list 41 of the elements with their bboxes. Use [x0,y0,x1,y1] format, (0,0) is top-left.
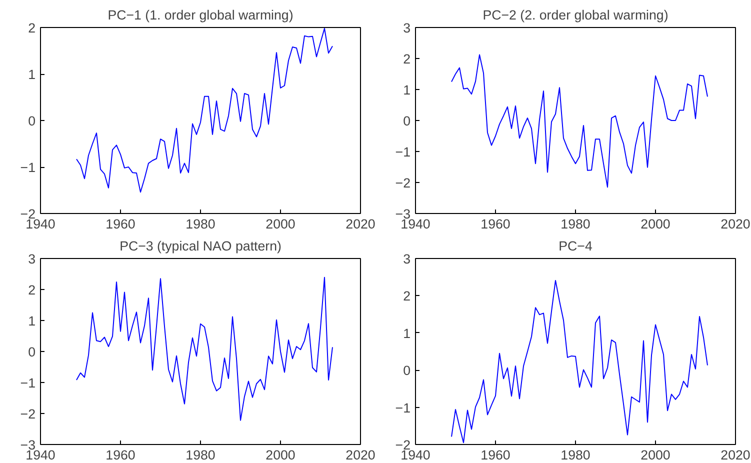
x-tick-label: 1980 [560,216,590,232]
x-tick-label: 1960 [106,448,136,462]
y-tick-label: 0 [403,114,411,128]
x-tick-label: 2000 [640,448,670,462]
x-tick-label: 2000 [266,216,296,232]
x-tick-label: 2020 [720,216,750,232]
y-tick-label: 1 [403,82,411,98]
y-tick-label: 1 [403,326,411,341]
y-tick-label: 3 [28,252,36,266]
y-tick-label: 0 [28,344,36,360]
x-tick-label: 1980 [560,448,590,462]
x-tick-label: 2020 [720,448,750,462]
y-tick-label: −1 [395,144,411,160]
x-tick-label: 2020 [346,448,376,462]
chart-title: PC−4 [558,238,593,254]
y-tick-label: 3 [403,20,411,36]
y-tick-label: 0 [28,114,36,128]
y-tick-label: −1 [395,400,411,416]
y-tick-label: −2 [395,176,411,190]
chart-title: PC−1 (1. order global warming) [108,8,294,22]
y-tick-label: −1 [20,376,36,390]
x-tick-label: 1980 [186,216,216,232]
y-tick-label: 2 [28,282,36,298]
chart-title: PC−3 (typical NAO pattern) [120,238,282,254]
x-tick-label: 1960 [480,216,510,232]
x-tick-label: 1960 [480,448,510,462]
x-tick-label: 2000 [640,216,670,232]
y-tick-label: 1 [28,67,36,82]
y-tick-label: −2 [20,406,36,422]
x-tick-label: 2020 [346,216,376,232]
y-tick-label: 2 [403,288,411,304]
y-tick-label: −1 [20,160,36,175]
y-tick-label: 2 [28,20,36,36]
y-tick-label: 1 [28,314,36,328]
x-tick-label: 1980 [186,448,216,462]
y-tick-label: 3 [403,252,411,266]
y-tick-label: 0 [403,363,411,378]
x-tick-label: 2000 [266,448,296,462]
y-tick-label: 2 [403,52,411,66]
x-tick-label: 1960 [106,216,136,232]
chart-title: PC−2 (2. order global warming) [482,8,668,22]
